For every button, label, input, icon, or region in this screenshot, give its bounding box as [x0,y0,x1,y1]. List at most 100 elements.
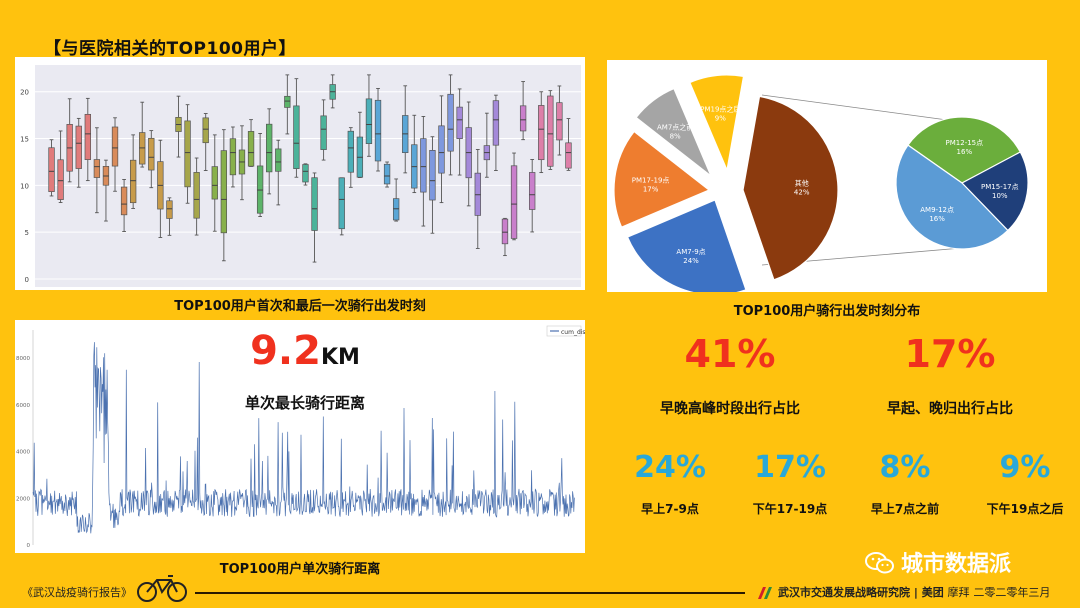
boxplot-panel: 0 5 10 15 20 [15,57,585,290]
footer-report-title: 《武汉战疫骑行报告》 [22,586,132,599]
distance-series-line [32,342,575,534]
box [148,137,155,171]
box [374,99,382,162]
stat-am7-9-label: 早上7-9点 [641,502,699,516]
box [284,95,291,108]
box [275,148,282,172]
pie-slice [626,199,747,292]
box [247,131,255,167]
box [84,113,91,160]
peak-label: 早晚高峰时段出行占比 [660,401,800,417]
pie-slice [613,130,711,228]
box [510,165,518,239]
pie-slice-label: PM17-19点 [632,176,670,184]
subpie-slice [895,144,1009,250]
pie-slice-label: AM9-12点 [920,206,954,214]
box [166,200,173,219]
stat-pm17-19-label: 下午17-19点 [752,502,828,516]
box [492,100,500,146]
box [111,126,119,167]
box [538,105,545,161]
watermark-text: 城市数据派 [901,552,1012,577]
box [438,125,445,174]
box [120,186,128,216]
box [211,166,218,200]
line-ytick-label: 2000 [16,496,30,502]
bicycle-icon [135,570,189,608]
box [392,198,400,221]
distance-line-chart: cum_dist 0 2000 4000 6000 8000 [16,325,585,549]
distance-number: 9.2 [250,328,321,374]
box [302,164,309,183]
brand-mobike: 摩拜 [947,586,970,599]
line-ytick-label: 8000 [16,356,30,362]
box [501,218,509,245]
stat-pm17-19-pct: 17% [754,450,826,485]
box [193,172,200,219]
pie-slice-label: PM15-17点 [981,183,1019,191]
box [429,150,436,201]
distance-panel: cum_dist 0 2000 4000 6000 8000 [15,320,585,553]
box [529,172,536,210]
box-ytick-label: 10 [20,182,29,190]
box [383,163,391,185]
stat-after-pm19-label: 下午19点之后 [986,502,1064,516]
box [311,177,318,231]
pie-slice [635,87,713,178]
footer-divider [195,592,745,594]
institute-name: 武汉市交通发展战略研究院 [778,586,910,599]
boxplot-caption: TOP100用户首次和最后一次骑行出发时刻 [174,299,426,314]
early-late-label: 早起、晚归出行占比 [887,401,1013,417]
pie-panel: 其他 42% AM7-9点 24% PM17-19点 17% AM7点之前 8% PM19点之后… [607,60,1047,292]
box [338,177,345,230]
pie-slice-label: 其他 [795,178,809,187]
box [202,117,209,144]
box-ytick-label: 5 [25,229,29,237]
box [57,159,64,200]
box [347,130,354,173]
max-distance-label: 单次最长骑行距离 [244,394,365,412]
box [519,105,527,132]
box [48,147,55,192]
box [365,98,373,144]
line-ytick-label: 0 [27,543,31,549]
box [556,102,563,141]
box [129,159,137,204]
footer-institute: 武汉市交通发展战略研究院 | 美团 摩拜 二零二零年三月 [778,584,1050,600]
institute-logo-icon [758,584,776,603]
box [220,150,228,234]
line-ytick-label: 6000 [16,403,30,409]
stat-after-pm19-pct: 9% [999,450,1051,485]
box-ytick-label: 0 [25,276,29,284]
box-ytick-label: 20 [20,89,29,97]
box [447,93,454,152]
line-legend-label: cum_dist [561,329,585,336]
box [320,115,327,150]
box-ytick-label: 15 [20,136,29,144]
page-title: 【与医院相关的TOP100用户】 [44,39,296,59]
pie-slice [742,95,839,281]
pie-slice-label: 16% [957,148,973,156]
box [547,95,554,167]
pie-slice-label: 24% [683,257,699,265]
stat-am7-9-pct: 24% [634,450,706,485]
boxplot-chart: 0 5 10 15 20 [20,65,581,287]
line-ytick-label: 4000 [16,450,30,456]
pie-slice [689,74,745,173]
pie-slice-label: PM12-15点 [946,139,984,147]
box [420,138,427,193]
pie-slice-label: AM7点之前 [657,122,693,131]
box [456,106,463,139]
box [93,159,101,178]
box [293,105,300,169]
box [184,120,191,188]
pie-slice-label: 17% [643,185,659,193]
box [266,123,273,173]
box [565,142,572,169]
pie-slice-label: PM19点之后 [700,104,740,113]
subpie-slice [961,151,1029,232]
pie-slice-label: 8% [670,132,681,140]
distance-caption: TOP100用户单次骑行距离 [219,562,381,577]
stat-before-am7-pct: 8% [879,450,931,485]
